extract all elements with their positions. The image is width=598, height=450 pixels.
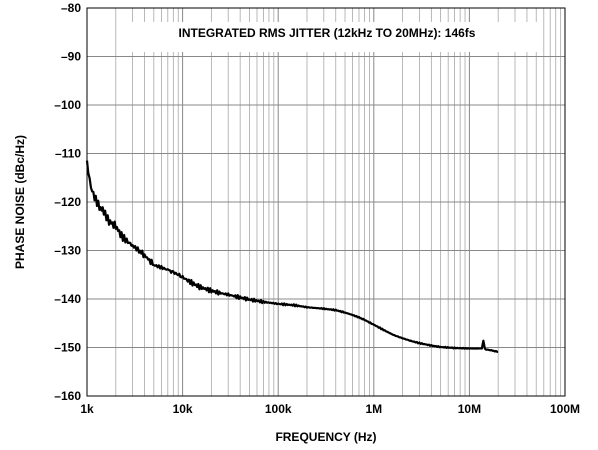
- y-axis-label: PHASE NOISE (dBc/Hz): [13, 135, 27, 269]
- major-gridlines: [86, 7, 566, 397]
- jitter-annotation: INTEGRATED RMS JITTER (12kHz TO 20MHz): …: [179, 26, 476, 40]
- y-axis-tick-labels: –80 –90 –100 –110 –120 –130 –140 –150 –160: [54, 1, 81, 403]
- y-tick-label: –160: [54, 389, 81, 403]
- x-tick-label: 100M: [550, 402, 580, 416]
- x-tick-label: 100k: [265, 402, 292, 416]
- y-tick-label: –90: [61, 50, 81, 64]
- y-tick-label: –120: [54, 195, 81, 209]
- x-axis-tick-labels: 1k 10k 100k 1M 10M 100M: [80, 402, 580, 416]
- phase-noise-series: [85, 160, 499, 353]
- y-tick-label: –130: [54, 244, 81, 258]
- y-tick-label: –110: [55, 147, 81, 161]
- x-axis-label: FREQUENCY (Hz): [275, 430, 376, 444]
- y-tick-label: –150: [54, 341, 81, 355]
- x-tick-label: 1k: [80, 402, 94, 416]
- x-tick-label: 1M: [365, 402, 382, 416]
- annotation-background: [117, 22, 537, 52]
- y-tick-label: –80: [61, 1, 81, 15]
- x-tick-label: 10k: [173, 402, 193, 416]
- y-tick-label: –100: [54, 98, 81, 112]
- phase-noise-line: [85, 160, 499, 353]
- x-tick-label: 10M: [458, 402, 481, 416]
- plot-frame: [86, 7, 566, 397]
- y-tick-label: –140: [54, 292, 81, 306]
